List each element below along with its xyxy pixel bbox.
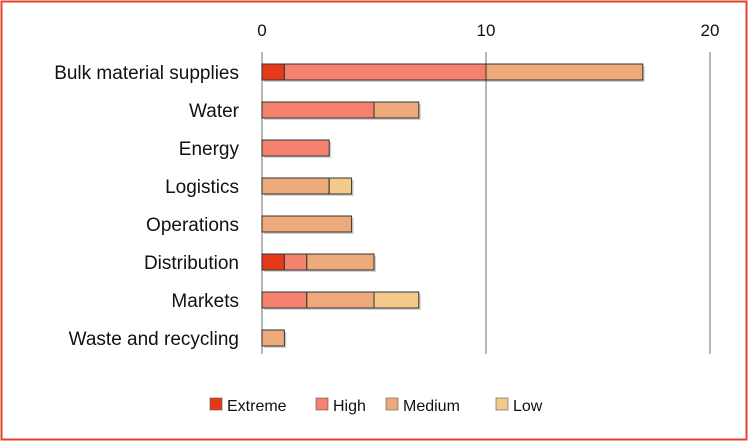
legend-label: Low xyxy=(513,398,543,415)
x-tick-label: 20 xyxy=(701,21,720,40)
bar-segment-high xyxy=(261,101,375,119)
bar-segment-medium xyxy=(306,253,375,271)
bar-segment-medium xyxy=(261,329,285,347)
x-tick-label: 0 xyxy=(257,21,266,40)
category-label: Waste and recycling xyxy=(69,329,239,350)
bar-segment-medium xyxy=(261,177,330,195)
bar-segment-medium xyxy=(485,63,644,81)
bar-segment-low xyxy=(373,291,420,309)
legend-label: High xyxy=(333,398,366,415)
category-label: Bulk material supplies xyxy=(54,63,239,84)
category-label: Energy xyxy=(179,139,240,160)
legend-swatch-high xyxy=(315,397,329,411)
bar-segment-extreme xyxy=(261,253,285,271)
bar-segment-high xyxy=(283,253,308,271)
category-label: Water xyxy=(189,101,240,122)
bar-segment-high xyxy=(283,63,487,81)
legend-label: Medium xyxy=(403,398,460,415)
bar-segment-extreme xyxy=(261,63,285,81)
legend-swatch-extreme xyxy=(209,397,223,411)
legend-swatch-low xyxy=(495,397,509,411)
bar-segment-medium xyxy=(261,215,353,233)
category-label: Operations xyxy=(146,215,239,236)
bar-segment-high xyxy=(261,139,330,157)
x-tick-label: 10 xyxy=(477,21,496,40)
legend-swatch-medium xyxy=(385,397,399,411)
bar-segment-medium xyxy=(306,291,375,309)
category-label: Markets xyxy=(171,291,239,312)
category-label: Logistics xyxy=(165,177,239,198)
legend-label: Extreme xyxy=(227,398,287,415)
category-label: Distribution xyxy=(144,253,239,274)
bar-segment-low xyxy=(328,177,353,195)
bar-segment-medium xyxy=(373,101,420,119)
bar-segment-high xyxy=(261,291,308,309)
